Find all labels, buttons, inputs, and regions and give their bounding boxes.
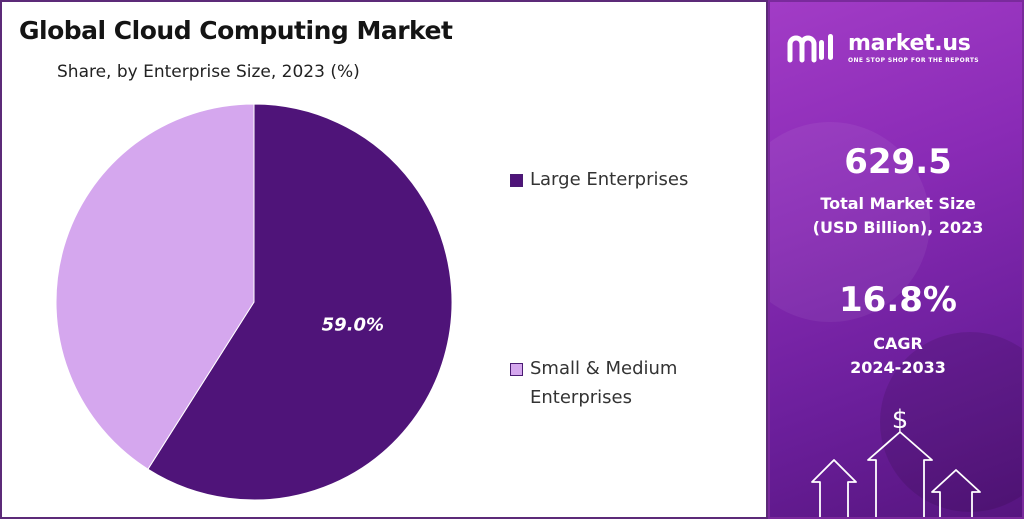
cagr-value: 16.8% bbox=[839, 280, 957, 320]
market-size-label: Total Market Size (USD Billion), 2023 bbox=[770, 192, 1022, 240]
market-size-value: 629.5 bbox=[844, 142, 952, 182]
market-us-logo-icon bbox=[787, 34, 833, 63]
brand-name: market.us bbox=[848, 31, 971, 56]
cagr-label-line1: CAGR bbox=[873, 334, 923, 353]
legend-swatch-large-enterprises bbox=[510, 174, 523, 187]
brand-tagline: ONE STOP SHOP FOR THE REPORTS bbox=[848, 57, 980, 64]
chart-panel: Global Cloud Computing Market Share, by … bbox=[0, 0, 768, 519]
pie-data-label: 59.0% bbox=[322, 315, 384, 336]
legend-label-large-enterprises: Large Enterprises bbox=[530, 169, 689, 190]
pie-slice-small-medium-enterprises bbox=[55, 103, 255, 470]
stats-panel: market.us ONE STOP SHOP FOR THE REPORTS … bbox=[768, 0, 1024, 519]
cagr-label-line2: 2024-2033 bbox=[850, 358, 946, 377]
brand-logo: market.us ONE STOP SHOP FOR THE REPORTS bbox=[786, 30, 1016, 70]
legend-item-large-enterprises: Large Enterprises bbox=[510, 165, 730, 194]
chart-subtitle: Share, by Enterprise Size, 2023 (%) bbox=[57, 62, 360, 82]
chart-title: Global Cloud Computing Market bbox=[19, 16, 453, 45]
background-decoration bbox=[770, 122, 930, 322]
dollar-growth-arrows-icon: $ bbox=[811, 405, 981, 517]
background-decoration bbox=[880, 332, 1022, 512]
legend-item-small-medium-enterprises: Small & Medium Enterprises bbox=[510, 354, 730, 412]
legend-swatch-small-medium-enterprises bbox=[510, 363, 523, 376]
svg-text:$: $ bbox=[892, 405, 909, 435]
market-size-label-line2: (USD Billion), 2023 bbox=[812, 218, 984, 237]
legend-label-small-medium-enterprises: Small & Medium Enterprises bbox=[530, 358, 678, 408]
pie-chart: 59.0% bbox=[55, 103, 453, 501]
market-size-label-line1: Total Market Size bbox=[820, 194, 976, 213]
pie-slice-large-enterprises bbox=[147, 103, 453, 501]
cagr-label: CAGR 2024-2033 bbox=[770, 332, 1022, 380]
